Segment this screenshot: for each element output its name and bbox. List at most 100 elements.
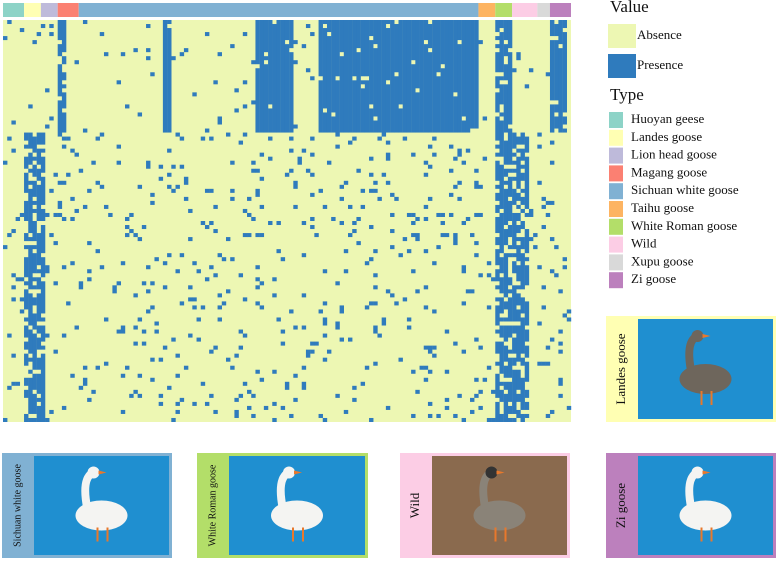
heatmap-cell (343, 20, 349, 133)
heatmap-cell (103, 361, 109, 366)
heatmap-cell (364, 80, 370, 133)
heatmap-cell (284, 381, 290, 390)
goose-head (485, 466, 498, 479)
heatmap-cell (61, 56, 67, 65)
heatmap-cell (24, 377, 29, 386)
heatmap-cell (82, 20, 88, 25)
heatmap-cell (40, 345, 46, 350)
heatmap-cell (242, 208, 248, 213)
heatmap-cell (70, 373, 75, 378)
heatmap-cell (242, 104, 248, 109)
heatmap-cell (24, 317, 29, 322)
heatmap-cell (40, 208, 46, 221)
heatmap-cell (28, 369, 33, 374)
heatmap-cell (507, 417, 513, 422)
heatmap-cell (381, 20, 387, 137)
heatmap-cell (512, 212, 517, 250)
heatmap-cell (7, 385, 12, 390)
heatmap-cell (495, 36, 500, 41)
heatmap-cell (554, 116, 559, 129)
heatmap-cell (474, 337, 479, 342)
heatmap-cell (49, 24, 54, 29)
heatmap-cell (541, 225, 546, 230)
heatmap-cell (520, 148, 525, 161)
heatmap-cell (411, 221, 416, 226)
heatmap-cell (385, 140, 391, 145)
heatmap-cell (516, 285, 521, 290)
heatmap-cell (103, 317, 109, 322)
annotation-segment (24, 3, 41, 17)
heatmap-cell (125, 233, 130, 238)
heatmap-cell (24, 281, 29, 286)
heatmap-cell (499, 389, 504, 402)
heatmap-cell (167, 172, 172, 177)
heatmap-cell (259, 204, 265, 209)
heatmap-cell (390, 212, 395, 217)
heatmap-cell (411, 269, 416, 274)
heatmap-cell (507, 128, 513, 165)
heatmap-cell (440, 233, 445, 238)
heatmap-cell (192, 261, 197, 266)
heatmap-cell (116, 281, 122, 286)
heatmap-cell (491, 417, 496, 422)
heatmap-cell (15, 381, 21, 386)
heatmap-cell (125, 104, 130, 109)
heatmap-cell (486, 273, 492, 278)
heatmap-cell (188, 285, 193, 290)
heatmap-cell (499, 76, 504, 81)
heatmap-cell (549, 200, 555, 205)
heatmap-cell (356, 241, 361, 246)
heatmap-cell (524, 301, 530, 326)
heatmap-cell (11, 148, 16, 153)
heatmap-cell (28, 417, 33, 422)
photo-label: Zi goose (613, 483, 628, 528)
heatmap-cell (348, 204, 353, 209)
heatmap-cell (503, 345, 509, 362)
annotation-segment (78, 3, 479, 17)
heatmap-cell (558, 377, 563, 386)
heatmap-cell (427, 413, 433, 418)
heatmap-cell (549, 140, 555, 145)
heatmap-cell (230, 257, 235, 262)
heatmap-cell (461, 20, 467, 117)
legend-label: Landes goose (631, 129, 702, 144)
heatmap-cell (470, 409, 475, 414)
heatmap-cell (549, 40, 555, 101)
heatmap-cell (512, 152, 517, 157)
heatmap-cell (495, 44, 500, 49)
heatmap-cell (188, 208, 193, 213)
heatmap-cell (24, 200, 29, 221)
heatmap-cell (512, 369, 517, 414)
heatmap-cell (116, 80, 122, 85)
heatmap-cell (32, 277, 37, 282)
heatmap-cell (461, 221, 467, 226)
heatmap-cell (310, 341, 315, 346)
heatmap-cell (19, 297, 25, 302)
heatmap-cell (150, 357, 155, 362)
heatmap-cell (32, 40, 37, 45)
heatmap-cell (3, 417, 8, 422)
heatmap-cell (28, 188, 33, 234)
heatmap-cell (419, 20, 424, 133)
heatmap-cell (516, 293, 521, 306)
heatmap-cell (478, 345, 483, 350)
heatmap-cell (507, 357, 513, 378)
heatmap-cell (7, 333, 12, 338)
heatmap-cell (512, 168, 517, 173)
heatmap-cell (133, 325, 138, 330)
legend-swatch (609, 129, 623, 146)
heatmap-cell (562, 128, 567, 133)
heatmap-cell (369, 188, 374, 193)
heatmap-cell (209, 265, 214, 270)
heatmap-cell (562, 20, 567, 29)
heatmap-cell (57, 64, 63, 97)
heatmap-cell (103, 204, 109, 209)
heatmap-cell (499, 212, 504, 254)
heatmap-cell (377, 196, 382, 201)
heatmap-cell (524, 413, 530, 418)
heatmap-cell (352, 385, 357, 390)
heatmap-cell (326, 20, 332, 33)
heatmap-cell (91, 160, 96, 165)
heatmap-cell (390, 20, 395, 133)
heatmap-cell (432, 261, 437, 266)
